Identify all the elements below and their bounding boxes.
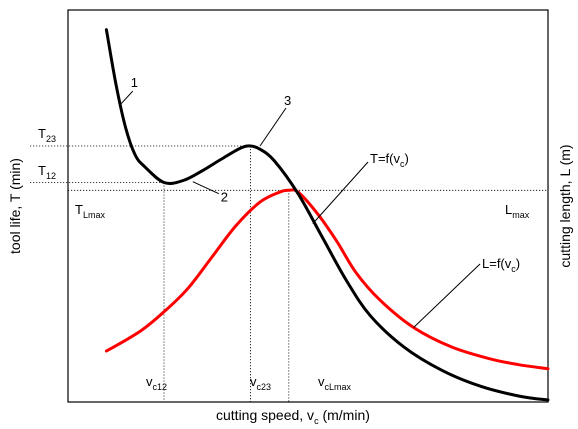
guide-lines [30, 145, 548, 402]
series-label-l: L=f(vc) [482, 256, 520, 274]
y-axis-title-right: cutting length, L (m) [557, 144, 573, 267]
series-label-t-leader [312, 161, 369, 224]
annotations: 1 2 3 [120, 75, 481, 328]
x-label-vc23: vc23 [250, 374, 271, 392]
marker-3-leader [259, 107, 287, 147]
y-label-t23: T23 [38, 126, 56, 144]
y-label-t12: T12 [38, 163, 56, 181]
marker-2-leader [192, 181, 220, 195]
series-label-t: T=f(vc) [370, 151, 409, 169]
y-axis-title-left: tool life, T (min) [7, 158, 23, 254]
x-label-vclmax: vcLmax [318, 374, 352, 392]
x-label-vc12: vc12 [146, 374, 167, 392]
series-label-l-leader [413, 263, 481, 328]
marker-1-leader [120, 90, 134, 105]
curves [104, 28, 550, 402]
series-line-t [104, 28, 550, 402]
y-label-lmax: Lmax [505, 202, 530, 220]
plot-frame [67, 9, 549, 403]
x-axis-title: cutting speed, vc (m/min) [216, 407, 370, 426]
y-label-tlmax: TLmax [75, 202, 105, 220]
marker-2-label: 2 [221, 190, 228, 205]
marker-1-label: 1 [131, 75, 138, 90]
marker-3-label: 3 [284, 93, 291, 108]
series-line-l [104, 188, 550, 371]
